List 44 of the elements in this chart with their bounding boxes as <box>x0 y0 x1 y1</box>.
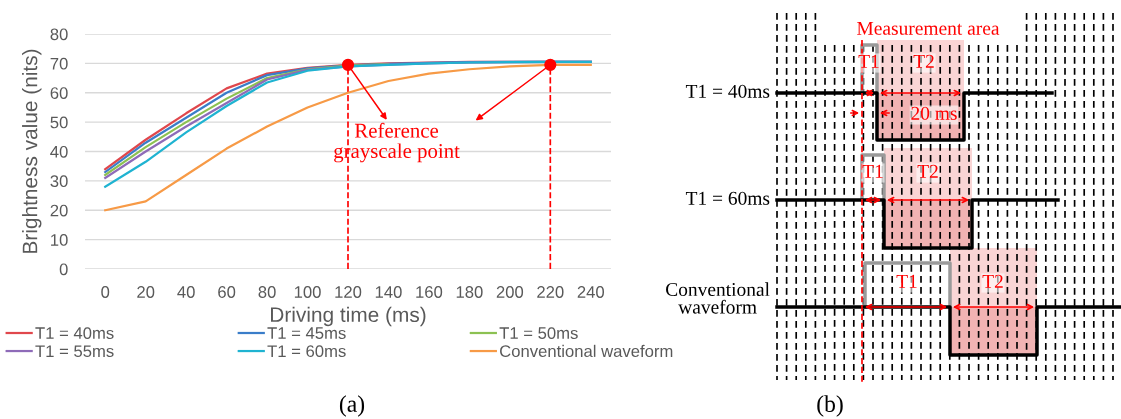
text: T2 <box>982 274 1003 288</box>
x-tick-label: 220 <box>537 286 564 298</box>
legend-label: T1 = 45ms <box>267 327 346 339</box>
legend-label: T1 = 60ms <box>267 345 346 358</box>
y-axis-title: Brightness value (nits) <box>22 49 42 253</box>
text: T1 = 60ms <box>685 191 770 205</box>
text: (a) <box>339 395 365 417</box>
text: T1 <box>896 274 917 288</box>
x-tick-label: 120 <box>335 286 362 298</box>
text: Conventional waveform <box>666 282 770 314</box>
text: T2 <box>913 54 934 68</box>
text: (b) <box>817 395 843 417</box>
x-tick-label: 200 <box>496 286 524 298</box>
x-tick-label: 180 <box>456 286 483 298</box>
text: Measurement area <box>857 21 1000 35</box>
x-tick-label: 60 <box>218 286 236 298</box>
legend-label: T1 = 55ms <box>35 345 114 358</box>
x-tick-label: 0 <box>101 286 110 298</box>
y-tick-label: 10 <box>51 234 68 246</box>
text: T1 = 40ms <box>685 84 770 98</box>
legend-label: T1 = 40ms <box>35 327 114 339</box>
legend-label: T1 = 50ms <box>499 327 578 339</box>
x-tick-label: 80 <box>258 286 276 298</box>
x-tick-label: 20 <box>137 286 155 298</box>
text: T1 <box>858 54 879 68</box>
x-tick-label: 40 <box>177 286 195 298</box>
y-tick-label: 70 <box>50 57 68 70</box>
x-tick-label: 100 <box>294 286 321 298</box>
x-tick-label: 140 <box>375 286 402 298</box>
y-tick-label: 20 <box>50 204 68 217</box>
annotation: Reference grayscale point <box>334 122 460 163</box>
x-tick-label: 240 <box>577 286 605 298</box>
y-tick-label: 30 <box>50 175 68 188</box>
legend-label: Conventional waveform <box>500 344 673 358</box>
x-axis-title: Driving time (ms) <box>271 306 426 327</box>
text: T2 <box>917 164 938 178</box>
y-tick-label: 50 <box>50 116 68 129</box>
y-tick-label: 40 <box>50 145 68 158</box>
y-tick-label: 80 <box>50 28 68 41</box>
x-tick-label: 160 <box>416 286 443 298</box>
y-tick-label: 0 <box>59 263 68 276</box>
y-tick-label: 60 <box>50 87 68 99</box>
text: T1 <box>862 164 883 178</box>
text: 20 ms <box>911 106 957 120</box>
